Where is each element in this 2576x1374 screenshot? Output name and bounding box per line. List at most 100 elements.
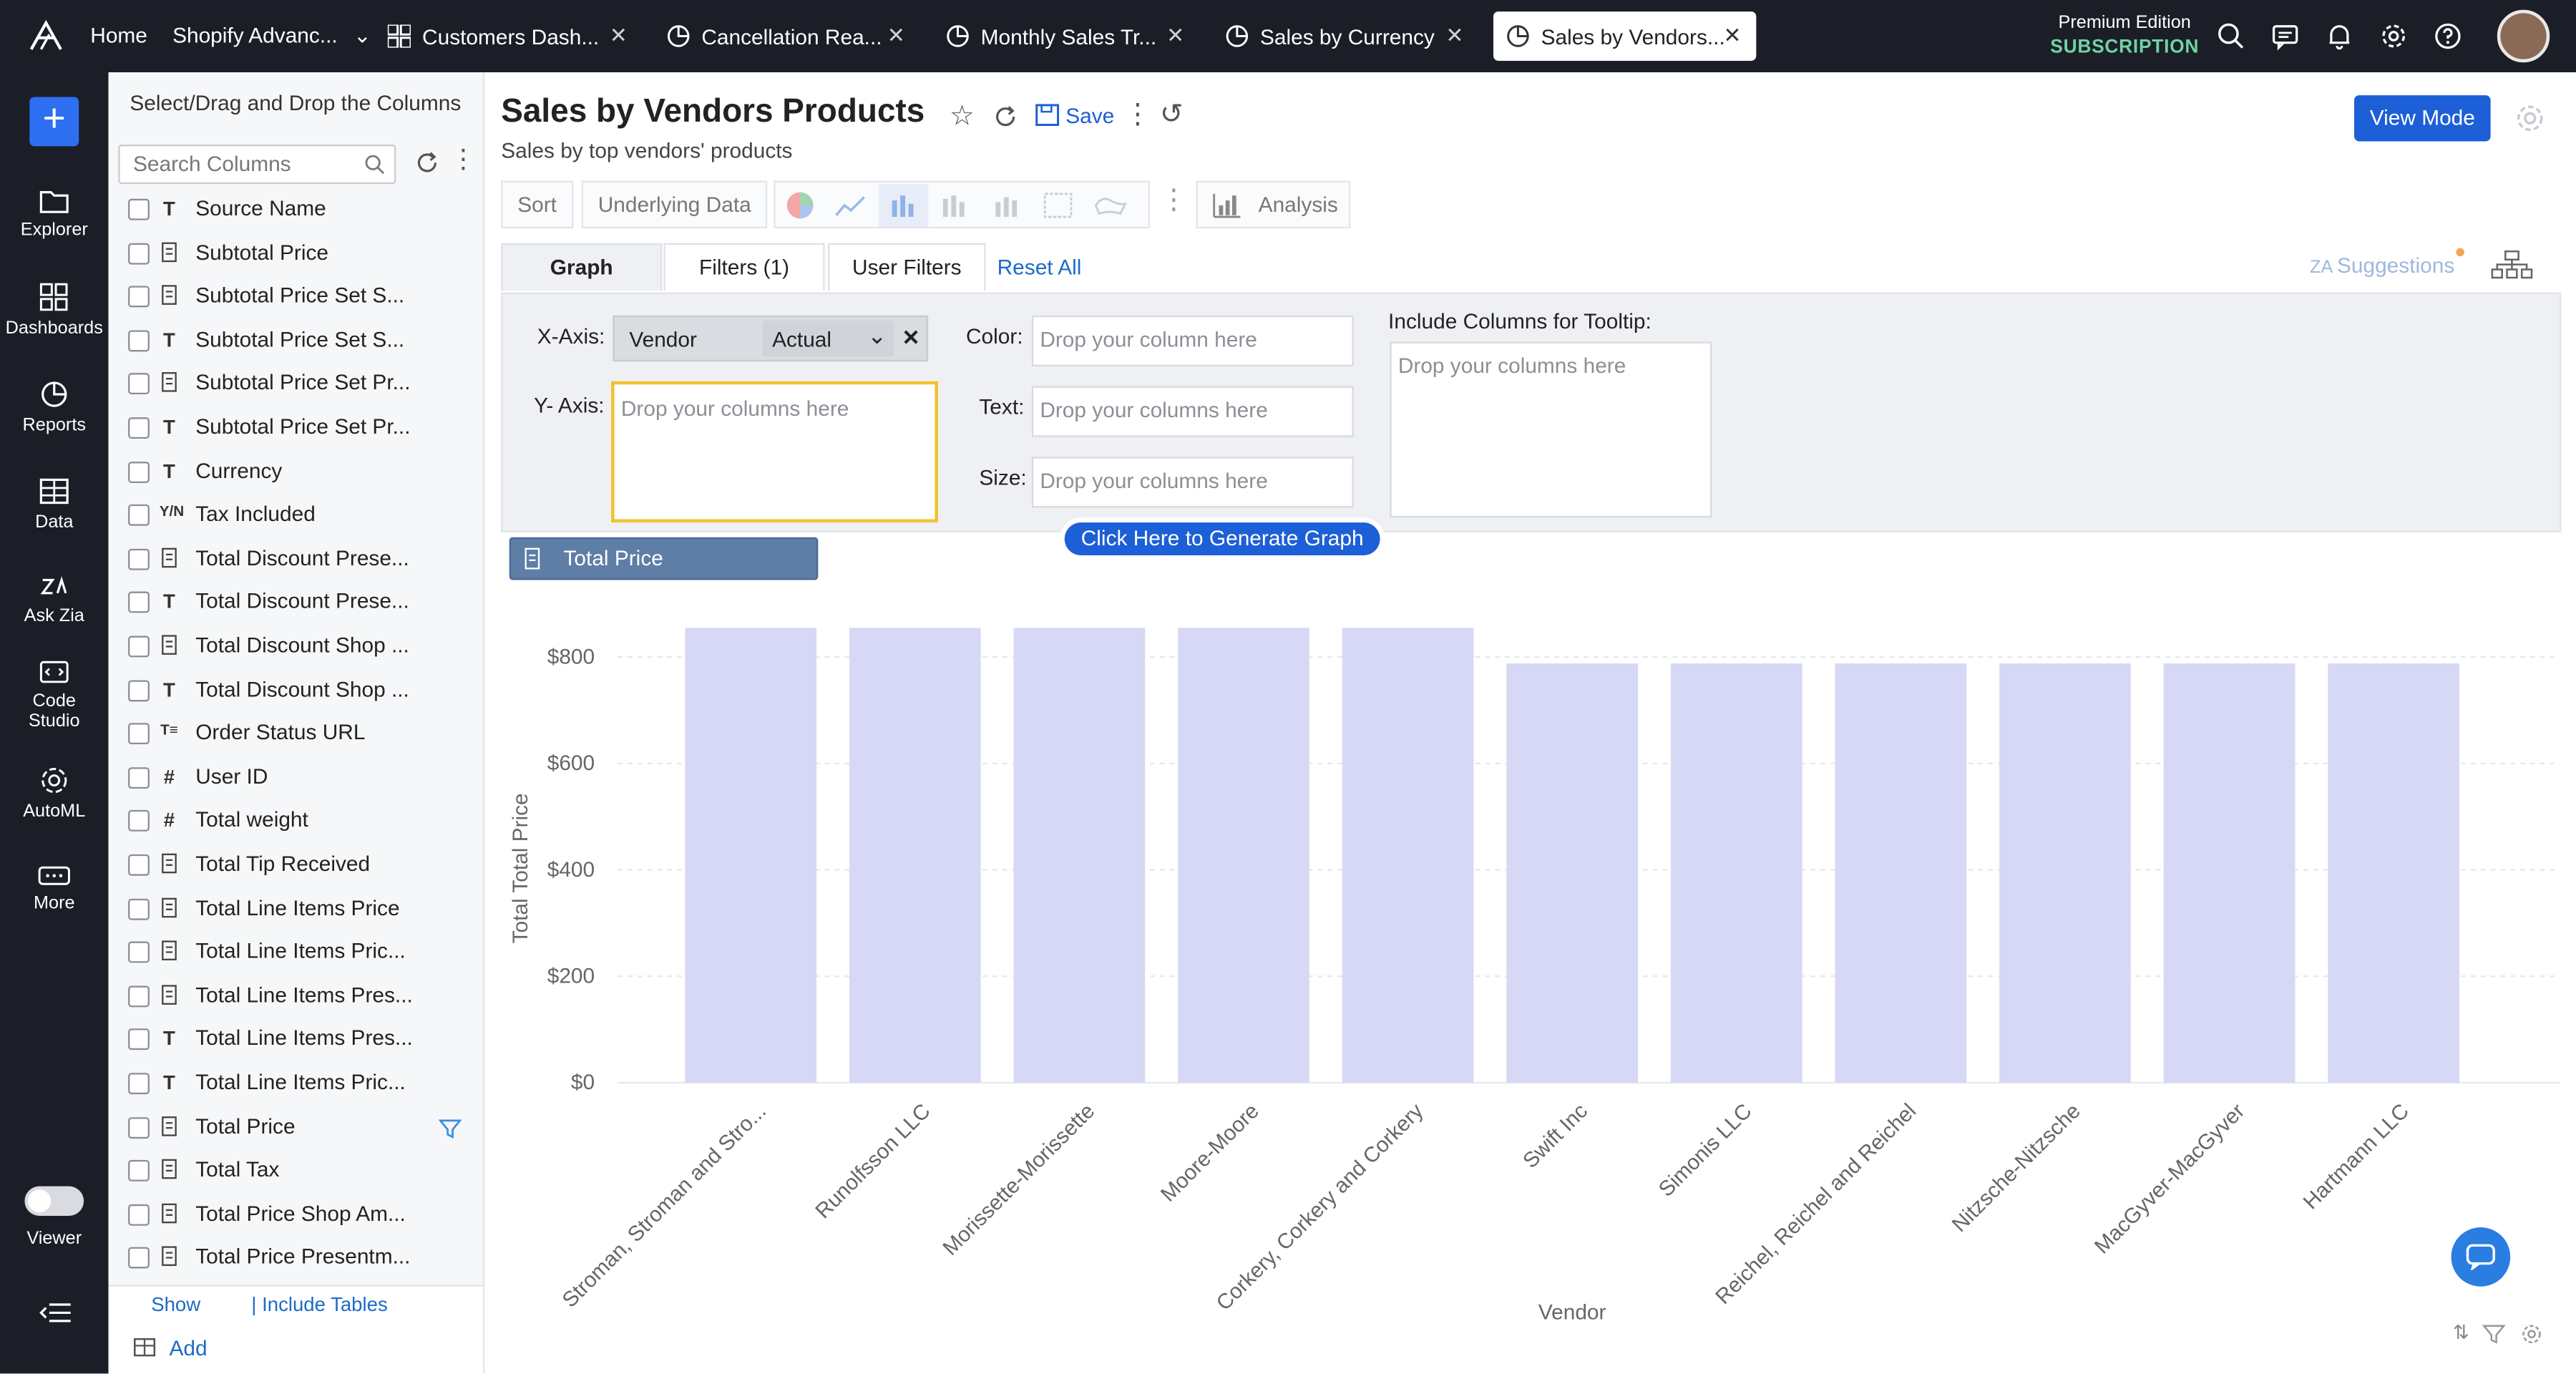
line-chart-type-icon[interactable] (834, 193, 867, 219)
column-list-item[interactable]: T Source Name (109, 187, 483, 230)
grouped-bar-type-icon[interactable] (994, 194, 1020, 218)
refresh-icon[interactable] (414, 150, 441, 176)
tab-filters[interactable]: Filters (1) (663, 243, 825, 291)
help-icon[interactable] (2433, 21, 2462, 51)
rail-reports[interactable]: Reports (0, 379, 109, 435)
underlying-data-button[interactable]: Underlying Data (581, 180, 768, 229)
gear-icon[interactable] (2514, 102, 2547, 135)
column-list-item[interactable]: Subtotal Price Set Pr... (109, 362, 483, 405)
more-options-icon[interactable]: ⋮ (1123, 98, 1152, 130)
column-list-item[interactable]: T Total Discount Prese... (109, 580, 483, 623)
view-mode-button[interactable]: View Mode (2354, 95, 2491, 142)
stacked-bar-type-icon[interactable] (942, 194, 968, 218)
generate-graph-button[interactable]: Click Here to Generate Graph (1064, 522, 1380, 556)
bell-icon[interactable] (2325, 21, 2354, 51)
refresh-icon[interactable] (992, 104, 1019, 130)
column-checkbox[interactable] (128, 548, 150, 570)
rail-more[interactable]: More (0, 864, 109, 914)
column-list-item[interactable]: Total Line Items Price (109, 887, 483, 930)
column-checkbox[interactable] (128, 679, 150, 701)
filter-icon[interactable] (439, 1117, 462, 1140)
gear-icon[interactable] (2379, 21, 2408, 51)
map-chart-type-icon[interactable] (1093, 193, 1129, 219)
create-button[interactable]: + (29, 97, 79, 147)
rail-code-studio[interactable]: Code Studio (0, 659, 109, 731)
tab-sales-by-vendors[interactable]: Sales by Vendors... ✕ (1493, 11, 1757, 61)
tab-monthly-sales[interactable]: Monthly Sales Tr... ✕ (946, 11, 1196, 61)
column-list-item[interactable]: Total Tip Received (109, 843, 483, 886)
column-list-item[interactable]: T≡ Order Status URL (109, 712, 483, 755)
column-checkbox[interactable] (128, 810, 150, 832)
column-checkbox[interactable] (128, 286, 150, 308)
pie-chart-type-icon[interactable] (785, 190, 814, 220)
column-list-item[interactable]: Total Line Items Pric... (109, 930, 483, 973)
table-chart-type-icon[interactable] (1043, 193, 1073, 219)
rail-ask-zia[interactable]: Ask Zia (0, 573, 109, 626)
column-checkbox[interactable] (128, 1247, 150, 1270)
column-list-item[interactable]: T Subtotal Price Set Pr... (109, 406, 483, 449)
column-checkbox[interactable] (128, 1204, 150, 1226)
close-icon[interactable]: ✕ (1445, 23, 1464, 48)
column-list-item[interactable]: T Total Line Items Pric... (109, 1061, 483, 1104)
chat-icon[interactable] (2270, 21, 2300, 51)
column-list-item[interactable]: T Subtotal Price Set S... (109, 318, 483, 361)
tab-cancellation-reasons[interactable]: Cancellation Rea... ✕ (667, 11, 917, 61)
close-icon[interactable]: ✕ (609, 23, 628, 48)
column-checkbox[interactable] (128, 374, 150, 395)
dragging-column-chip[interactable]: Total Price (509, 537, 819, 580)
gear-icon[interactable] (2520, 1322, 2543, 1345)
workspace-selector[interactable]: Shopify Advanc... ⌄ (172, 23, 371, 49)
column-checkbox[interactable] (128, 635, 150, 658)
column-checkbox[interactable] (128, 592, 150, 614)
add-button[interactable]: Add (169, 1335, 208, 1361)
rail-explorer[interactable]: Explorer (0, 187, 109, 240)
sort-order-icon[interactable]: ⇅ (2452, 1320, 2469, 1345)
save-button[interactable]: Save (1035, 102, 1114, 128)
column-checkbox[interactable] (128, 1160, 150, 1182)
column-checkbox[interactable] (128, 897, 150, 920)
rail-data[interactable]: Data (0, 477, 109, 532)
column-checkbox[interactable] (128, 1116, 150, 1139)
home-link[interactable]: Home (90, 23, 147, 48)
column-checkbox[interactable] (128, 985, 150, 1007)
column-checkbox[interactable] (128, 723, 150, 745)
suggestions-button[interactable]: ZA Suggestions (2310, 248, 2465, 278)
viewer-toggle[interactable] (24, 1186, 84, 1216)
tab-customers-dashboard[interactable]: Customers Dash... ✕ (386, 11, 634, 61)
edition-badge[interactable]: Premium Edition SUBSCRIPTION (2050, 11, 2199, 61)
sort-button[interactable]: Sort (501, 180, 573, 229)
app-logo-icon[interactable] (28, 19, 64, 53)
tab-user-filters[interactable]: User Filters (828, 243, 986, 291)
column-list-item[interactable]: Total Price Shop Am... (109, 1192, 483, 1235)
x-axis-column-chip[interactable]: Vendor Actual ⌄ ✕ (613, 315, 929, 362)
close-icon[interactable]: ✕ (887, 23, 905, 48)
undo-icon[interactable]: ↺ (1159, 98, 1184, 130)
more-options-icon[interactable]: ⋮ (450, 146, 477, 175)
close-icon[interactable]: ✕ (1723, 23, 1742, 48)
column-list-item[interactable]: Total Discount Prese... (109, 537, 483, 580)
remove-icon[interactable]: ✕ (902, 325, 920, 351)
column-checkbox[interactable] (128, 1029, 150, 1051)
column-list-item[interactable]: Subtotal Price Set S... (109, 275, 483, 318)
show-link[interactable]: Show (151, 1292, 201, 1317)
column-checkbox[interactable] (128, 941, 150, 963)
column-list-item[interactable]: Total Tax (109, 1149, 483, 1192)
collapse-menu-icon[interactable] (39, 1301, 72, 1324)
column-checkbox[interactable] (128, 330, 150, 351)
filter-add-icon[interactable] (2482, 1322, 2506, 1345)
chat-button[interactable] (2451, 1227, 2511, 1287)
reset-all-link[interactable]: Reset All (997, 254, 1082, 280)
column-list-item[interactable]: Total Line Items Pres... (109, 974, 483, 1017)
size-drop-zone[interactable]: Drop your columns here (1031, 457, 1354, 508)
close-icon[interactable]: ✕ (1166, 23, 1185, 48)
star-icon[interactable]: ☆ (950, 100, 975, 132)
more-options-icon[interactable]: ⋮ (1159, 184, 1188, 215)
column-checkbox[interactable] (128, 198, 150, 220)
column-checkbox[interactable] (128, 1073, 150, 1095)
column-list-item[interactable]: # Total weight (109, 799, 483, 842)
rail-dashboards[interactable]: Dashboards (0, 283, 109, 338)
column-list-item[interactable]: T Currency (109, 449, 483, 492)
tooltip-drop-zone[interactable]: Drop your columns here (1390, 341, 1712, 518)
column-checkbox[interactable] (128, 461, 150, 483)
analysis-button[interactable]: Analysis (1196, 180, 1351, 229)
